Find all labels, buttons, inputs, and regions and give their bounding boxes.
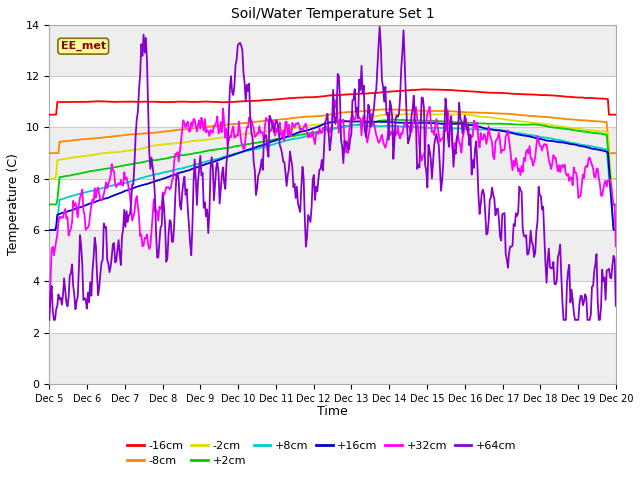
Text: EE_met: EE_met	[61, 41, 106, 51]
Bar	[49, 230, 616, 281]
Bar	[49, 281, 616, 333]
Bar	[49, 25, 616, 76]
Bar	[49, 179, 616, 230]
Legend: -16cm, -8cm, -2cm, +2cm, +8cm, +16cm, +32cm, +64cm: -16cm, -8cm, -2cm, +2cm, +8cm, +16cm, +3…	[123, 436, 521, 471]
Title: Soil/Water Temperature Set 1: Soil/Water Temperature Set 1	[230, 7, 435, 21]
Bar	[49, 333, 616, 384]
Y-axis label: Temperature (C): Temperature (C)	[7, 154, 20, 255]
Bar	[49, 128, 616, 179]
Bar	[49, 76, 616, 128]
X-axis label: Time: Time	[317, 405, 348, 418]
